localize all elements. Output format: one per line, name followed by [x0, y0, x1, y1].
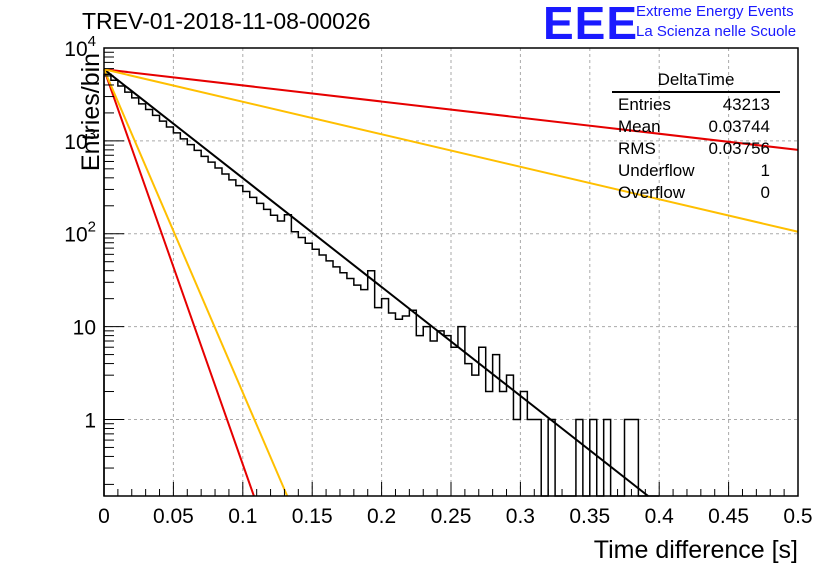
stats-value: 0.03744	[708, 117, 770, 136]
x-tick-label: 0.25	[431, 505, 472, 528]
fit-line	[103, 68, 289, 497]
stats-value: 1	[760, 161, 770, 180]
fit-line	[103, 68, 255, 497]
histogram-outline	[103, 73, 660, 497]
stats-value: 0	[760, 183, 770, 202]
x-tick-label: 0.1	[228, 505, 257, 528]
fit-line	[103, 68, 799, 233]
grid	[104, 48, 798, 496]
stats-key: Underflow	[618, 161, 695, 180]
fit-line	[103, 68, 649, 497]
stats-box: DeltaTime Entries 43213 Mean 0.03744 RMS…	[612, 70, 780, 210]
fit-lines	[103, 68, 799, 497]
run-title: TREV-01-2018-11-08-00026	[82, 8, 371, 34]
y-tick-label: 102	[64, 219, 96, 247]
stats-row: Overflow 0	[618, 182, 770, 204]
stats-key: Mean	[618, 117, 661, 136]
stats-row: RMS 0.03756	[618, 138, 770, 160]
axes: 0 0.05 0.1 0.15 0.2 0.25 0.3 0.35 0.4 0.45 0.51101…	[64, 33, 812, 528]
x-tick-label: 0.3	[506, 505, 535, 528]
stats-row: Mean 0.03744	[618, 116, 770, 138]
histogram	[103, 73, 660, 497]
x-axis-label: Time difference [s]	[594, 536, 798, 564]
stats-row: Entries 43213	[618, 94, 770, 116]
x-tick-label: 0.15	[292, 505, 333, 528]
x-tick-label: 0.05	[153, 505, 194, 528]
y-tick-label: 104	[64, 33, 96, 61]
stats-key: Entries	[618, 95, 671, 114]
eee-logo: EEE	[543, 0, 639, 49]
stats-row: Underflow 1	[618, 160, 770, 182]
x-tick-label: 0.5	[783, 505, 812, 528]
stats-title: DeltaTime	[612, 70, 780, 93]
stats-key: Overflow	[618, 183, 686, 202]
x-tick-label: 0.2	[367, 505, 396, 528]
y-tick-label: 1	[84, 409, 96, 432]
y-tick-label: 10	[73, 317, 96, 340]
fit-line	[103, 68, 799, 151]
stats-key: RMS	[618, 139, 656, 158]
logo-subtitle-2: La Scienza nelle Scuole	[636, 23, 797, 40]
y-axis-label: Entries/bin	[77, 53, 105, 171]
x-tick-label: 0.45	[708, 505, 749, 528]
stats-value: 43213	[722, 95, 770, 114]
stats-value: 0.03756	[708, 139, 770, 158]
logo-subtitle-1: Extreme Energy Events	[636, 3, 794, 20]
x-tick-label: 0.35	[569, 505, 610, 528]
x-tick-label: 0	[98, 505, 110, 528]
x-tick-label: 0.4	[645, 505, 675, 528]
y-tick-label: 103	[64, 126, 96, 154]
